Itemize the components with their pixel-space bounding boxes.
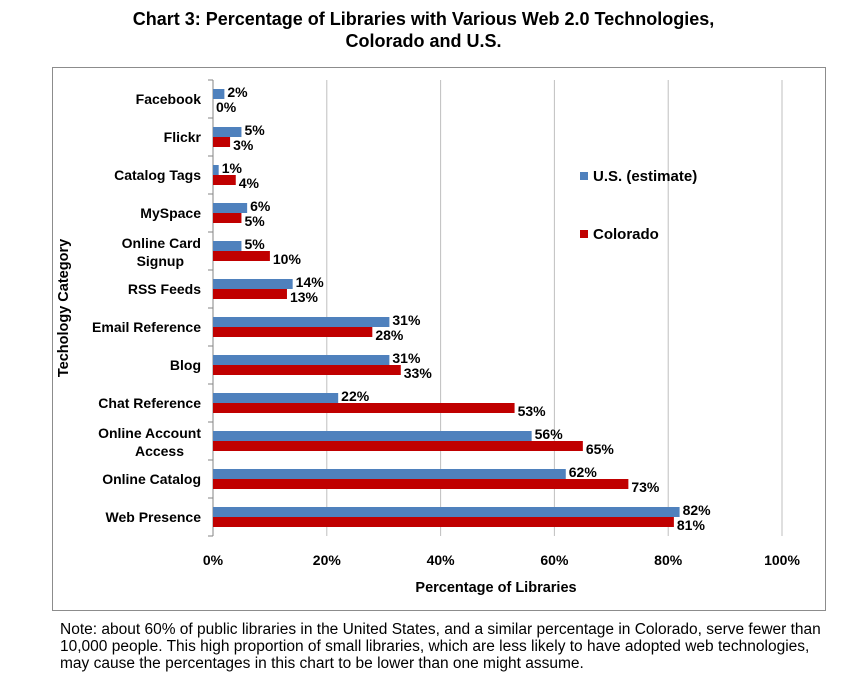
data-label-us: 56% <box>535 426 564 442</box>
data-label-colorado: 0% <box>216 99 237 115</box>
bar-us <box>213 241 242 251</box>
data-label-colorado: 10% <box>273 251 302 267</box>
data-label-us: 2% <box>227 84 248 100</box>
bar-colorado <box>213 365 401 375</box>
bar-colorado <box>213 327 373 337</box>
bar-us <box>213 469 566 479</box>
data-label-us: 82% <box>683 502 712 518</box>
data-label-colorado: 13% <box>290 289 319 305</box>
data-label-us: 5% <box>244 236 265 252</box>
data-label-colorado: 28% <box>375 327 404 343</box>
x-axis-title: Percentage of Libraries <box>415 580 576 596</box>
category-label: Online Card <box>122 235 201 251</box>
bar-colorado <box>213 479 629 489</box>
data-label-colorado: 81% <box>677 517 706 533</box>
legend-label: U.S. (estimate) <box>593 168 697 185</box>
bar-us <box>213 127 242 137</box>
category-label: Access <box>135 443 184 459</box>
data-label-colorado: 3% <box>233 137 254 153</box>
data-label-us: 22% <box>341 388 370 404</box>
category-label: Signup <box>137 253 184 269</box>
category-label: MySpace <box>140 205 201 221</box>
legend-swatch <box>580 230 588 238</box>
chart-note: Note: about 60% of public libraries in t… <box>60 621 821 672</box>
category-label: RSS Feeds <box>128 281 201 297</box>
data-label-us: 31% <box>392 312 421 328</box>
chart-title-line-1: Chart 3: Percentage of Libraries with Va… <box>132 9 715 29</box>
bar-us <box>213 507 680 517</box>
bar-us <box>213 431 532 441</box>
category-label: Online Account <box>98 425 201 441</box>
bar-colorado <box>213 403 515 413</box>
category-label: Chat Reference <box>98 395 201 411</box>
category-label: Flickr <box>164 129 202 145</box>
data-label-us: 31% <box>392 350 421 366</box>
bar-us <box>213 317 390 327</box>
bar-colorado <box>213 251 270 261</box>
category-label: Facebook <box>136 91 202 107</box>
data-label-us: 14% <box>296 274 325 290</box>
x-tick-label: 20% <box>313 552 342 568</box>
x-tick-label: 40% <box>427 552 456 568</box>
y-axis-title: Techology Category <box>56 239 72 377</box>
data-label-colorado: 5% <box>244 213 265 229</box>
chart-frame <box>52 67 826 611</box>
bar-us <box>213 393 339 403</box>
category-label: Catalog Tags <box>114 167 201 183</box>
data-label-us: 62% <box>569 464 598 480</box>
bar-us <box>213 89 225 99</box>
data-label-colorado: 65% <box>586 441 615 457</box>
x-tick-label: 0% <box>203 552 224 568</box>
category-label: Web Presence <box>106 509 202 525</box>
x-tick-label: 80% <box>654 552 683 568</box>
bar-us <box>213 203 248 213</box>
data-label-colorado: 33% <box>404 365 433 381</box>
bar-us <box>213 165 219 175</box>
data-label-colorado: 4% <box>239 175 260 191</box>
bar-colorado <box>213 441 583 451</box>
bar-colorado <box>213 137 231 147</box>
data-label-us: 6% <box>250 198 271 214</box>
chart-title: Chart 3: Percentage of Libraries with Va… <box>0 8 847 52</box>
category-label: Online Catalog <box>102 471 201 487</box>
chart-title-line-2: Colorado and U.S. <box>345 31 502 51</box>
data-label-us: 5% <box>244 122 265 138</box>
category-label: Blog <box>170 357 201 373</box>
bar-colorado <box>213 175 236 185</box>
x-tick-label: 60% <box>540 552 569 568</box>
category-label: Email Reference <box>92 319 201 335</box>
x-tick-label: 100% <box>764 552 800 568</box>
data-label-colorado: 53% <box>518 403 547 419</box>
data-label-us: 1% <box>222 160 243 176</box>
bar-us <box>213 355 390 365</box>
data-label-colorado: 73% <box>631 479 660 495</box>
bar-colorado <box>213 213 242 223</box>
bar-us <box>213 279 293 289</box>
bar-colorado <box>213 517 674 527</box>
legend-swatch <box>580 172 588 180</box>
bar-colorado <box>213 289 287 299</box>
legend-label: Colorado <box>593 226 659 243</box>
